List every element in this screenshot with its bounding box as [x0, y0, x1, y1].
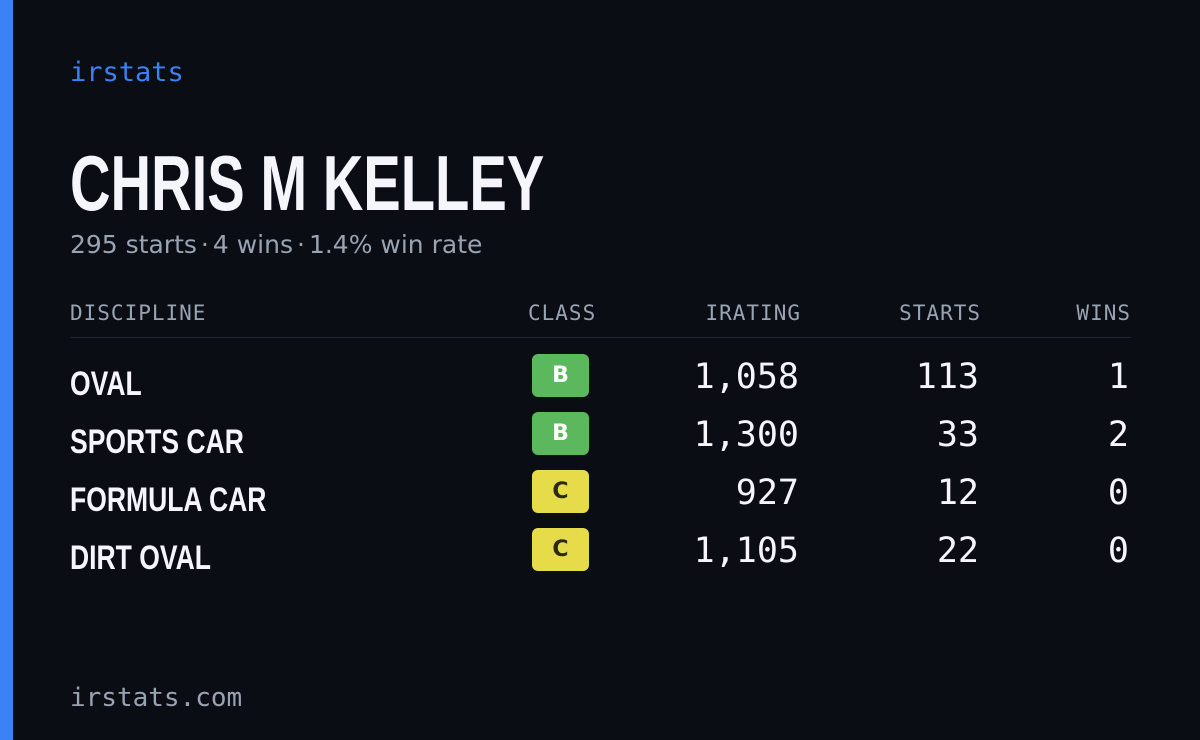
wins-value: 0	[1107, 531, 1129, 571]
starts-value: 12	[936, 473, 979, 513]
driver-summary: 295 starts · 4 wins · 1.4% win rate	[70, 229, 482, 261]
table-row: DIRT OVAL C 1,105 22 0	[70, 528, 1131, 586]
wins-value: 0	[1107, 473, 1129, 513]
table-header-row: DISCIPLINE CLASS IRATING STARTS WINS	[70, 297, 1131, 338]
brand-logo-text: irstats	[70, 57, 184, 88]
class-badge: C	[532, 470, 589, 513]
discipline-name: FORMULA CAR	[70, 481, 267, 519]
starts-value: 22	[936, 531, 979, 571]
irating-value: 1,300	[693, 415, 799, 455]
discipline-stats-table: DISCIPLINE CLASS IRATING STARTS WINS OVA…	[70, 297, 1131, 577]
header-irating: IRATING	[705, 301, 801, 325]
driver-name: CHRIS M KELLEY	[70, 139, 545, 227]
wins-value: 2	[1107, 415, 1129, 455]
starts-value: 33	[936, 415, 979, 455]
class-badge: B	[532, 354, 589, 397]
wins-value: 1	[1107, 357, 1129, 397]
discipline-name: DIRT OVAL	[70, 539, 211, 577]
footer-site-url: irstats.com	[70, 683, 243, 713]
table-row: FORMULA CAR C 927 12 0	[70, 470, 1131, 528]
table-row: SPORTS CAR B 1,300 33 2	[70, 412, 1131, 470]
summary-wins: 4 wins	[212, 230, 293, 259]
summary-win-rate: 1.4% win rate	[308, 230, 483, 259]
class-badge: B	[532, 412, 589, 455]
header-starts: STARTS	[899, 301, 981, 325]
class-badge: C	[532, 528, 589, 571]
starts-value: 113	[915, 357, 979, 397]
summary-separator: ·	[200, 230, 209, 259]
summary-starts: 295 starts	[70, 230, 197, 259]
irating-value: 1,058	[693, 357, 799, 397]
accent-bar	[0, 0, 13, 740]
irating-value: 927	[735, 473, 799, 513]
header-discipline: DISCIPLINE	[70, 301, 207, 325]
header-class: CLASS	[528, 301, 597, 325]
discipline-name: SPORTS CAR	[70, 423, 244, 461]
discipline-name: OVAL	[70, 365, 142, 403]
header-wins: WINS	[1076, 301, 1131, 325]
table-row: OVAL B 1,058 113 1	[70, 354, 1131, 412]
irating-value: 1,105	[693, 531, 799, 571]
summary-separator: ·	[297, 230, 305, 259]
